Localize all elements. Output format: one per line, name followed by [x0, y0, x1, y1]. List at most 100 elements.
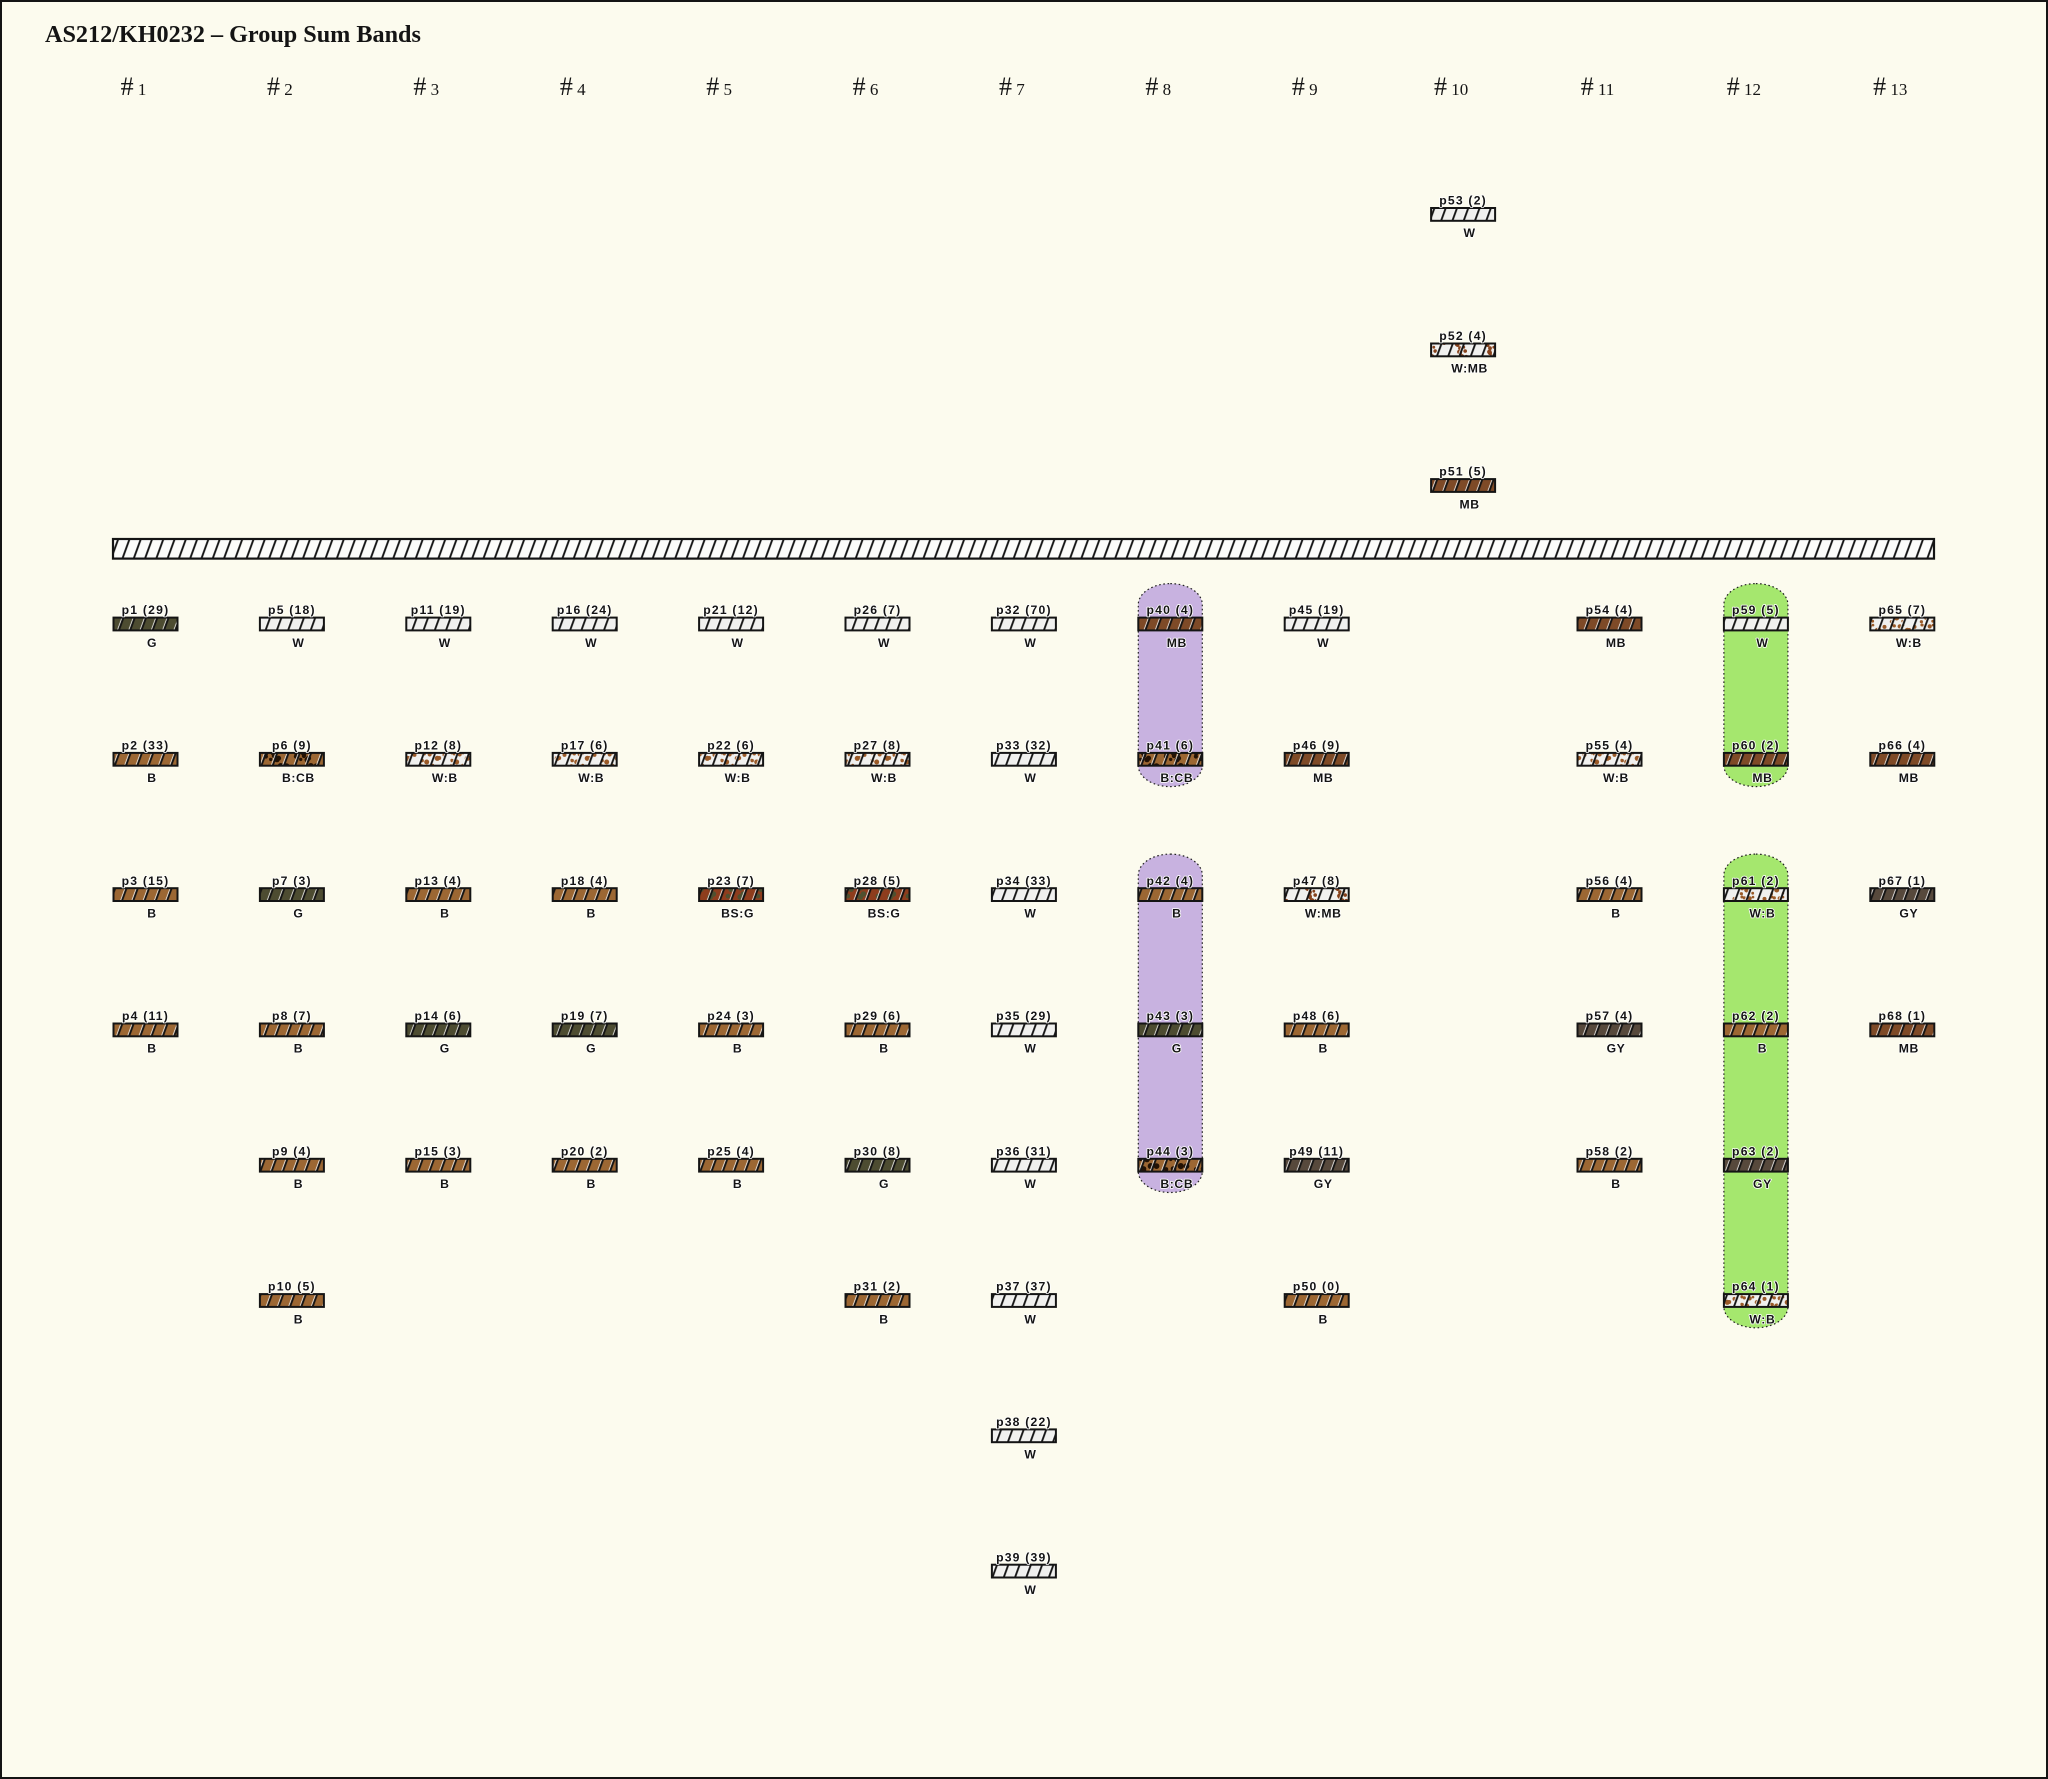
svg-text:p58 (2): p58 (2) — [1586, 1144, 1634, 1158]
svg-text:p20 (2): p20 (2) — [561, 1144, 609, 1158]
svg-text:B: B — [1758, 1042, 1767, 1056]
svg-text:W:B: W:B — [1749, 1312, 1775, 1326]
svg-text:B: B — [733, 1042, 742, 1056]
svg-text:B: B — [879, 1042, 888, 1056]
svg-text:p65 (7): p65 (7) — [1878, 603, 1926, 617]
svg-text:p30 (8): p30 (8) — [854, 1144, 902, 1158]
svg-text:p3 (15): p3 (15) — [122, 874, 170, 888]
svg-text:p23 (7): p23 (7) — [707, 874, 755, 888]
svg-text:p44 (3): p44 (3) — [1146, 1144, 1194, 1158]
svg-text:p19 (7): p19 (7) — [561, 1009, 609, 1023]
svg-text:B: B — [586, 1177, 595, 1191]
svg-text:p10 (5): p10 (5) — [268, 1280, 316, 1294]
svg-text:G: G — [440, 1042, 450, 1056]
svg-text:BS:G: BS:G — [721, 906, 754, 920]
svg-text:p39 (39): p39 (39) — [996, 1550, 1052, 1564]
svg-text:B: B — [879, 1312, 888, 1326]
svg-text:p63 (2): p63 (2) — [1732, 1144, 1780, 1158]
svg-text:W: W — [1317, 636, 1329, 650]
svg-text:W: W — [1024, 906, 1036, 920]
svg-text:p2 (33): p2 (33) — [122, 739, 170, 753]
svg-text:p62 (2): p62 (2) — [1732, 1009, 1780, 1023]
svg-text:p32 (70): p32 (70) — [996, 603, 1052, 617]
svg-text:W: W — [585, 636, 597, 650]
svg-text:G: G — [879, 1177, 889, 1191]
svg-text:p7 (3): p7 (3) — [272, 874, 312, 888]
svg-text:W:B: W:B — [432, 771, 458, 785]
svg-text:p34 (33): p34 (33) — [996, 874, 1052, 888]
svg-text:p43 (3): p43 (3) — [1146, 1009, 1194, 1023]
svg-text:p17 (6): p17 (6) — [561, 739, 609, 753]
svg-text:p37 (37): p37 (37) — [996, 1280, 1052, 1294]
svg-text:p4 (11): p4 (11) — [122, 1009, 169, 1023]
svg-text:W:B: W:B — [725, 771, 751, 785]
svg-text:G: G — [147, 636, 157, 650]
svg-text:AS212/KH0232 – Group Sum Bands: AS212/KH0232 – Group Sum Bands — [45, 21, 421, 48]
svg-text:p49 (11): p49 (11) — [1289, 1144, 1344, 1158]
svg-text:W: W — [292, 636, 304, 650]
svg-text:p50 (0): p50 (0) — [1293, 1280, 1341, 1294]
svg-text:p38 (22): p38 (22) — [996, 1415, 1052, 1429]
svg-text:W: W — [1024, 1177, 1036, 1191]
svg-text:p21 (12): p21 (12) — [703, 603, 759, 617]
svg-text:p1 (29): p1 (29) — [122, 603, 170, 617]
svg-text:p13 (4): p13 (4) — [414, 874, 462, 888]
svg-text:B:CB: B:CB — [282, 771, 315, 785]
svg-text:p66 (4): p66 (4) — [1878, 739, 1926, 753]
svg-text:G: G — [293, 906, 303, 920]
svg-text:p36 (31): p36 (31) — [996, 1144, 1052, 1158]
svg-text:p28 (5): p28 (5) — [854, 874, 902, 888]
svg-text:B: B — [440, 1177, 449, 1191]
svg-text:MB: MB — [1899, 771, 1919, 785]
svg-text:p22 (6): p22 (6) — [707, 739, 755, 753]
svg-text:p60 (2): p60 (2) — [1732, 739, 1780, 753]
svg-text:p67 (1): p67 (1) — [1878, 874, 1926, 888]
svg-text:p25 (4): p25 (4) — [707, 1144, 755, 1158]
svg-text:p45 (19): p45 (19) — [1289, 603, 1345, 617]
svg-text:W: W — [1024, 1042, 1036, 1056]
svg-text:W: W — [1024, 636, 1036, 650]
svg-text:MB: MB — [1460, 497, 1480, 511]
svg-text:B: B — [733, 1177, 742, 1191]
svg-text:p53 (2): p53 (2) — [1439, 194, 1487, 208]
svg-text:W:B: W:B — [1749, 906, 1775, 920]
svg-text:B: B — [1611, 1177, 1620, 1191]
svg-text:W: W — [1756, 636, 1768, 650]
svg-text:B: B — [147, 1042, 156, 1056]
svg-text:MB: MB — [1752, 771, 1772, 785]
svg-text:W:MB: W:MB — [1305, 906, 1342, 920]
svg-text:p16 (24): p16 (24) — [557, 603, 613, 617]
svg-text:MB: MB — [1167, 636, 1187, 650]
svg-text:p61 (2): p61 (2) — [1732, 874, 1780, 888]
svg-text:B: B — [294, 1177, 303, 1191]
svg-text:p26 (7): p26 (7) — [854, 603, 902, 617]
svg-text:GY: GY — [1314, 1177, 1333, 1191]
svg-text:p24 (3): p24 (3) — [707, 1009, 755, 1023]
svg-text:p42 (4): p42 (4) — [1146, 874, 1194, 888]
svg-text:p33 (32): p33 (32) — [996, 739, 1052, 753]
svg-text:W: W — [1024, 1312, 1036, 1326]
svg-text:p14 (6): p14 (6) — [414, 1009, 462, 1023]
svg-text:p57 (4): p57 (4) — [1586, 1009, 1634, 1023]
svg-text:p6 (9): p6 (9) — [272, 739, 312, 753]
svg-text:B: B — [586, 906, 595, 920]
svg-text:B: B — [294, 1042, 303, 1056]
svg-text:p5 (18): p5 (18) — [268, 603, 316, 617]
svg-text:W: W — [1024, 1583, 1036, 1597]
svg-text:B: B — [1318, 1312, 1327, 1326]
svg-text:B: B — [1611, 906, 1620, 920]
svg-text:W:MB: W:MB — [1451, 362, 1488, 376]
svg-text:p12 (8): p12 (8) — [414, 739, 462, 753]
svg-text:p59 (5): p59 (5) — [1732, 603, 1780, 617]
svg-text:GY: GY — [1753, 1177, 1772, 1191]
svg-text:p15 (3): p15 (3) — [414, 1144, 462, 1158]
svg-text:p9 (4): p9 (4) — [272, 1144, 312, 1158]
svg-text:# 13: # 13 — [1873, 72, 1907, 101]
svg-text:B: B — [147, 771, 156, 785]
svg-text:B: B — [1318, 1042, 1327, 1056]
svg-text:p51 (5): p51 (5) — [1439, 465, 1487, 479]
svg-text:p18 (4): p18 (4) — [561, 874, 609, 888]
svg-text:p52 (4): p52 (4) — [1439, 329, 1487, 343]
svg-text:p8 (7): p8 (7) — [272, 1009, 312, 1023]
svg-text:p27 (8): p27 (8) — [854, 739, 902, 753]
